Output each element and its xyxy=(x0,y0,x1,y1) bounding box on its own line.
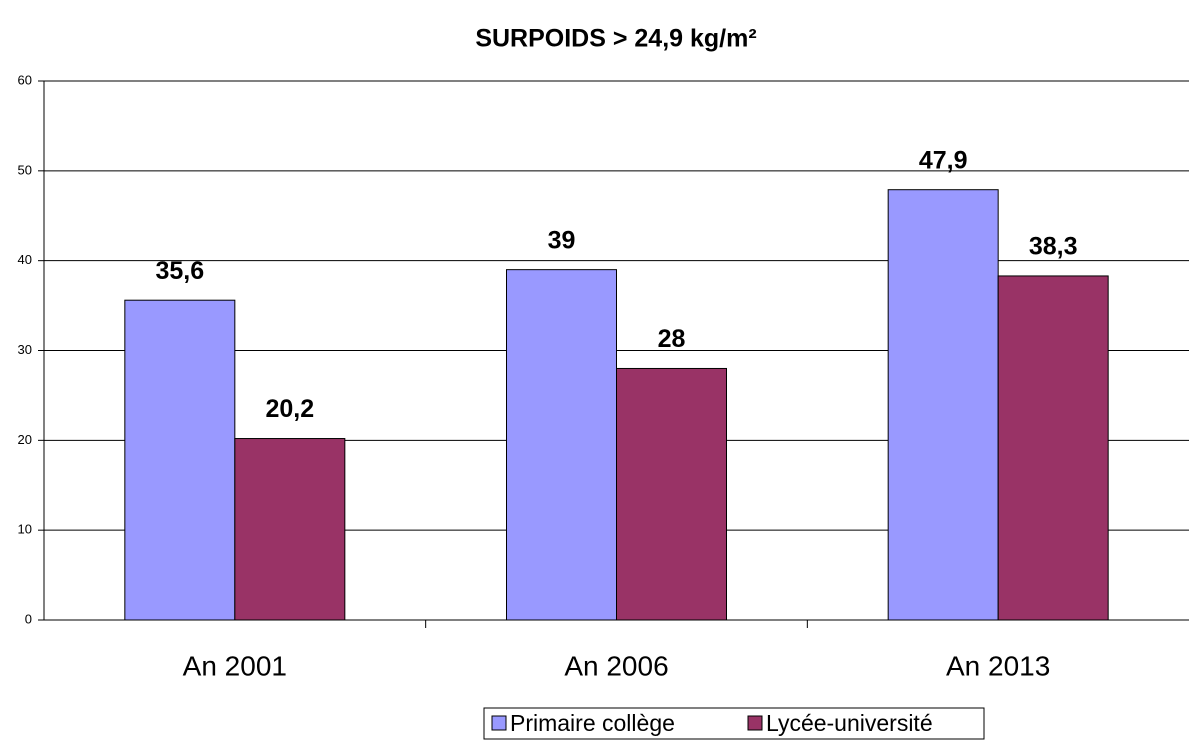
x-tick-label: An 2006 xyxy=(564,650,668,681)
data-label: 28 xyxy=(658,325,686,353)
bar xyxy=(616,367,727,621)
bar xyxy=(234,438,346,621)
y-tick-label: 30 xyxy=(18,342,32,357)
y-tick-label: 20 xyxy=(18,432,32,447)
y-tick-label: 60 xyxy=(18,72,32,87)
legend xyxy=(483,707,985,740)
y-tick-label: 40 xyxy=(18,252,32,267)
data-label: 20,2 xyxy=(265,395,314,423)
x-tick-label: An 2001 xyxy=(183,650,287,681)
y-tick-label: 50 xyxy=(18,162,32,177)
bar xyxy=(506,269,617,621)
legend-label: Lycée-université xyxy=(766,710,933,736)
bar xyxy=(124,299,236,621)
legend-label: Primaire collège xyxy=(510,710,675,736)
data-label: 39 xyxy=(548,226,576,254)
data-label: 47,9 xyxy=(919,146,968,174)
data-label: 35,6 xyxy=(155,257,204,285)
legend-swatch xyxy=(491,715,507,731)
x-tick-label: An 2013 xyxy=(946,650,1050,681)
legend-swatch xyxy=(747,715,763,731)
bar xyxy=(997,275,1109,621)
y-tick-label: 10 xyxy=(18,522,32,537)
bar xyxy=(887,189,999,621)
data-label: 38,3 xyxy=(1029,233,1078,261)
chart-title: SURPOIDS > 24,9 kg/m² xyxy=(475,25,756,53)
y-tick-label: 0 xyxy=(25,611,32,626)
